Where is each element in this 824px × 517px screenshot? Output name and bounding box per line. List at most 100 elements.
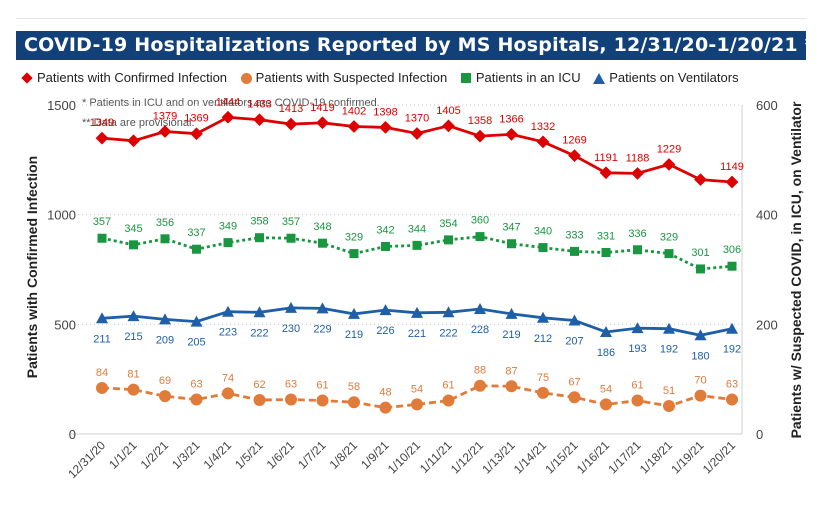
- data-label: 212: [534, 333, 552, 345]
- x-tick-label: 1/17/21: [605, 438, 643, 476]
- x-tick-label: 1/11/21: [417, 438, 455, 476]
- x-tick-label: 1/5/21: [232, 438, 266, 472]
- data-label: 333: [565, 229, 583, 241]
- data-label: 337: [187, 227, 205, 239]
- data-point: [410, 127, 424, 140]
- data-point: [348, 396, 360, 409]
- data-point: [662, 158, 676, 171]
- y-tick-right: 600: [756, 98, 778, 113]
- data-point: [316, 116, 329, 130]
- data-label: 1444: [216, 96, 240, 108]
- series-line: [101, 235, 733, 271]
- data-point: [473, 129, 487, 143]
- data-point: [474, 302, 486, 314]
- data-label: 63: [285, 378, 297, 390]
- data-label: 1379: [153, 111, 177, 123]
- data-label: 75: [537, 372, 549, 384]
- data-point: [600, 398, 612, 411]
- legend-item-confirmed: Patients with Confirmed Infection: [20, 70, 227, 85]
- data-label: 1405: [436, 105, 460, 117]
- data-point: [127, 134, 140, 148]
- data-point: [349, 249, 359, 259]
- data-label: 180: [691, 350, 709, 362]
- y-tick-left: 1500: [47, 98, 76, 113]
- footnote-icu: * Patients in ICU and on ventilators are…: [82, 97, 380, 109]
- data-point: [316, 394, 329, 407]
- data-label: 1229: [657, 143, 681, 155]
- data-point: [568, 314, 581, 326]
- data-label: 61: [631, 380, 643, 392]
- data-point: [725, 175, 739, 189]
- data-label: 62: [253, 379, 265, 391]
- data-label: 81: [127, 369, 139, 381]
- data-point: [255, 233, 264, 243]
- data-point: [379, 121, 392, 134]
- data-point: [442, 394, 455, 407]
- data-point: [285, 393, 297, 406]
- data-label: 84: [96, 367, 108, 379]
- data-point: [442, 306, 455, 318]
- data-label: 207: [565, 335, 583, 347]
- data-point: [284, 117, 298, 131]
- x-tick-label: 1/15/21: [542, 438, 580, 476]
- data-label: 1419: [310, 102, 334, 114]
- data-label: 354: [439, 218, 457, 230]
- y-tick-right: 200: [756, 317, 778, 332]
- data-point: [221, 110, 235, 124]
- data-label: 340: [534, 226, 552, 238]
- data-label: 1149: [720, 161, 744, 173]
- data-point: [631, 322, 644, 334]
- data-point: [568, 149, 581, 163]
- data-label: 209: [156, 334, 174, 346]
- data-point: [96, 312, 108, 324]
- x-tick-label: 1/14/21: [511, 438, 549, 476]
- data-label: 205: [187, 337, 205, 349]
- data-label: 1358: [468, 115, 492, 127]
- data-label: 61: [442, 380, 454, 392]
- legend: Patients with Confirmed Infection Patien…: [20, 70, 747, 88]
- y-axis-left-label: Patients with Confirmed Infection: [24, 155, 40, 379]
- legend-item-icu: Patients in an ICU: [459, 70, 581, 85]
- data-point: [95, 131, 109, 145]
- data-label: 1398: [373, 106, 397, 118]
- data-label: 1188: [626, 152, 650, 164]
- data-point: [190, 315, 203, 327]
- data-point: [253, 306, 266, 318]
- data-point: [286, 233, 296, 243]
- data-label: 345: [124, 223, 142, 235]
- x-tick-label: 1/12/21: [448, 438, 486, 476]
- data-label: 226: [376, 325, 394, 337]
- data-label: 223: [219, 327, 237, 339]
- data-point: [536, 135, 550, 149]
- data-label: 70: [694, 375, 706, 387]
- legend-item-ventilators: Patients on Ventilators: [592, 70, 739, 85]
- x-tick-label: 1/20/21: [700, 438, 738, 476]
- data-point: [633, 245, 642, 255]
- data-label: 192: [660, 344, 678, 356]
- y-tick-right: 0: [756, 427, 763, 442]
- data-point: [599, 166, 613, 180]
- footnote-provisional: ** Data are provisional.: [82, 117, 195, 129]
- data-point: [694, 173, 707, 186]
- x-tick-label: 1/7/21: [295, 438, 329, 472]
- x-tick-label: 1/8/21: [327, 438, 361, 472]
- x-tick-label: 1/6/21: [264, 438, 298, 472]
- series-line: [101, 384, 733, 410]
- data-point: [159, 390, 171, 403]
- data-label: 306: [723, 244, 741, 256]
- data-point: [726, 393, 738, 406]
- data-point: [96, 381, 108, 394]
- y-tick-left: 1000: [47, 208, 76, 223]
- data-label: 344: [408, 223, 426, 235]
- data-point: [158, 125, 172, 138]
- data-point: [379, 401, 392, 414]
- data-label: 222: [439, 327, 457, 339]
- data-point: [316, 302, 329, 314]
- data-point: [223, 238, 233, 248]
- data-point: [696, 264, 705, 274]
- data-label: 69: [159, 375, 171, 387]
- data-label: 61: [316, 380, 328, 392]
- data-label: 51: [663, 385, 675, 397]
- data-point: [348, 307, 360, 319]
